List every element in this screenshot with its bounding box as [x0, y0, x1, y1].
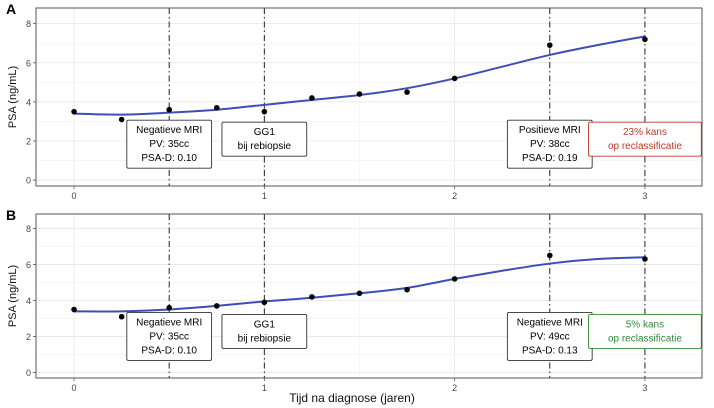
annotation: GG1 bij rebiopsie	[221, 313, 308, 349]
annotation-text: bij rebiopsie	[238, 333, 292, 344]
annotation-box	[221, 313, 308, 349]
annotation-box	[588, 121, 702, 157]
data-point	[642, 36, 648, 43]
x-tick-label: 2	[452, 383, 457, 393]
annotation-text: op reclassificatie	[608, 141, 682, 152]
annotation-text: Positieve MRI	[519, 125, 581, 136]
y-tick-label: 8	[26, 224, 31, 234]
annotation-text: PSA-D: 0.10	[141, 153, 197, 164]
data-point	[166, 304, 172, 311]
annotation-text: Negatieve MRI	[136, 317, 202, 328]
annotation-text: GG1	[254, 127, 276, 138]
annotation-box	[588, 313, 702, 349]
data-point	[71, 108, 77, 115]
annotation-text: 23% kans	[623, 127, 667, 138]
x-tick-label: 2	[452, 191, 457, 201]
annotation-text: PV: 49cc	[530, 331, 570, 342]
y-tick-label: 8	[26, 19, 31, 29]
data-point	[261, 299, 268, 306]
x-tick-label: 3	[642, 383, 647, 393]
annotation-text: op reclassificatie	[608, 333, 682, 344]
data-point	[213, 303, 220, 309]
panel-b: B 0 2 4 6 8 0 1 2 3 PSA (ng/mL) Negatieve MRI PV: 35…	[6, 207, 703, 393]
y-tick-label: 2	[26, 332, 31, 342]
annotation-text: 5% kans	[626, 319, 664, 330]
data-point	[118, 313, 125, 320]
data-point	[451, 75, 458, 82]
annotation-box	[126, 311, 213, 361]
y-tick-label: 4	[26, 296, 31, 306]
panel-label: A	[6, 1, 16, 17]
data-point	[309, 95, 315, 101]
x-tick-label: 0	[72, 191, 77, 201]
data-point	[71, 306, 77, 313]
data-point	[166, 106, 172, 113]
x-tick-label: 1	[262, 191, 267, 201]
annotation-box	[126, 119, 213, 169]
annotation: Negatieve MRI PV: 49cc PSA-D: 0.13	[506, 311, 593, 361]
y-tick-label: 2	[26, 137, 31, 147]
x-tick-label: 1	[262, 383, 267, 393]
annotation-text: bij rebiopsie	[238, 141, 292, 152]
annotation: Negatieve MRI PV: 35cc PSA-D: 0.10	[126, 311, 213, 361]
annotation-text: PSA-D: 0.13	[522, 345, 578, 356]
panel-label: B	[6, 207, 16, 223]
y-tick-label: 4	[26, 97, 31, 107]
annotation-text: PSA-D: 0.10	[141, 345, 197, 356]
annotation-text: Negatieve MRI	[517, 317, 583, 328]
panel-border	[35, 7, 703, 187]
data-point	[642, 256, 648, 262]
data-point	[309, 294, 315, 300]
annotation-text: GG1	[254, 319, 276, 330]
annotation-text: Negatieve MRI	[136, 125, 202, 136]
x-tick-label: 0	[72, 383, 77, 393]
data-point	[118, 116, 125, 123]
data-point	[546, 252, 553, 259]
x-axis-label: Tijd na diagnose (jaren)	[289, 391, 415, 405]
data-point	[213, 104, 220, 111]
panel-border	[35, 213, 703, 379]
annotation: GG1 bij rebiopsie	[221, 121, 308, 157]
data-point	[546, 42, 553, 48]
x-tick-label: 3	[642, 191, 647, 201]
annotation-text: PV: 35cc	[149, 139, 189, 150]
panel-a: A 0 2 4 6 8 0 1 2 3 PSA (ng/mL) Negatieve MRI PV: 35…	[6, 1, 703, 201]
annotation-text: PV: 38cc	[530, 139, 570, 150]
annotation-box	[221, 121, 308, 157]
annotation-text: PSA-D: 0.19	[522, 153, 578, 164]
data-point	[451, 276, 458, 282]
y-tick-label: 6	[26, 58, 31, 68]
data-point	[404, 89, 410, 95]
data-point	[356, 290, 363, 297]
annotation: 23% kans op reclassificatie	[588, 121, 702, 157]
annotation: Positieve MRI PV: 38cc PSA-D: 0.19	[506, 119, 593, 169]
y-axis-label: PSA (ng/mL)	[7, 265, 19, 327]
annotation-text: PV: 35cc	[149, 331, 189, 342]
annotation: 5% kans op reclassificatie	[588, 313, 702, 349]
y-tick-label: 0	[26, 176, 31, 186]
y-tick-label: 0	[26, 368, 31, 378]
annotation: Negatieve MRI PV: 35cc PSA-D: 0.10	[126, 119, 213, 169]
data-point	[356, 91, 363, 97]
y-axis-label: PSA (ng/mL)	[7, 66, 19, 128]
data-point	[261, 108, 268, 115]
y-tick-label: 6	[26, 260, 31, 270]
data-point	[404, 286, 410, 293]
